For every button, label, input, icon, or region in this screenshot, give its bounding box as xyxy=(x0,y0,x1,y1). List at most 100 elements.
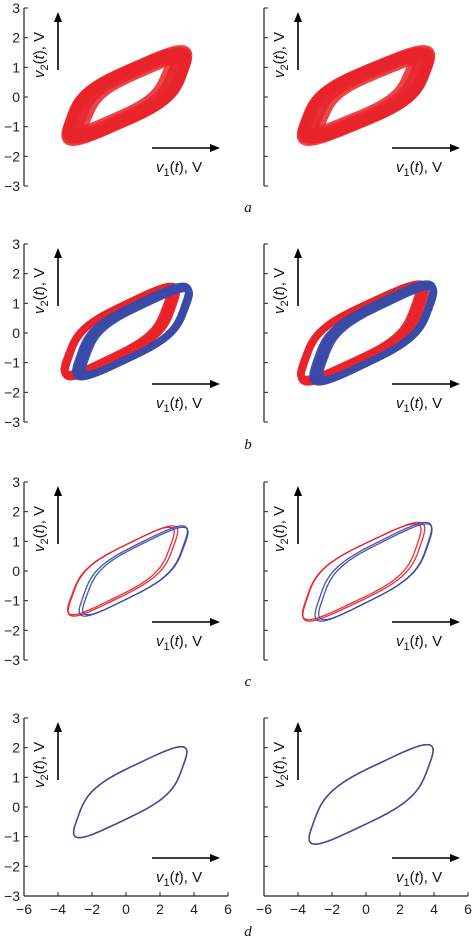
y-tick-label-d-left: 1 xyxy=(12,769,20,785)
trajectory-blue-d-right-0 xyxy=(308,743,434,845)
series-red-a-right xyxy=(296,45,436,146)
x-arrow-head-d-left xyxy=(210,854,220,862)
y-tick-label-b-left: 1 xyxy=(12,295,20,311)
y-tick-label-d-left: 3 xyxy=(12,710,20,726)
y-tick-label-c-left: −3 xyxy=(4,652,20,668)
y-tick-label-d-left: −2 xyxy=(4,858,20,874)
x-tick-label-d-right: 0 xyxy=(362,901,370,917)
y-tick-label-c-left: −2 xyxy=(4,622,20,638)
y-tick-label-c-left: −1 xyxy=(4,593,20,609)
trajectory-blue-c-right-1 xyxy=(318,523,433,621)
x-axis-label-c-right: v1(t), V xyxy=(396,633,442,653)
y-tick-label-b-left: 3 xyxy=(12,236,20,252)
x-arrow-head-a-right xyxy=(450,144,460,152)
y-axis-label-a-left: v2(t), V xyxy=(31,32,51,78)
y-axis-label-d-right: v2(t), V xyxy=(271,742,291,788)
chart-panel-c-right: v2(t), V v1(t), V xyxy=(263,481,460,661)
series-red-d-right xyxy=(308,743,434,845)
x-axis-label-a-right: v1(t), V xyxy=(396,159,442,179)
chart-panel-d-right: −6 −4 −2 0 2 4 6 v2(t), V v1(t), V xyxy=(256,717,472,917)
x-tick-label-d-right: −6 xyxy=(256,901,272,917)
trajectory-blue-b-right-4 xyxy=(316,283,438,383)
y-tick-label-a-left: 2 xyxy=(12,30,20,46)
y-axis-label-a-right: v2(t), V xyxy=(271,32,291,78)
y-arrow-head-d-right xyxy=(294,722,302,732)
trajectory-blue-d-left-0 xyxy=(72,745,188,839)
x-axis-label-b-right: v1(t), V xyxy=(396,395,442,415)
x-tick-label-d-right: −4 xyxy=(290,901,306,917)
series-blue-d-left xyxy=(72,745,188,839)
y-arrow-head-d-left xyxy=(54,722,62,732)
y-tick-label-a-left: −3 xyxy=(4,178,20,194)
y-tick-label-d-left: −3 xyxy=(4,888,20,904)
series-red-b-left xyxy=(60,282,181,381)
x-axis-label-d-left: v1(t), V xyxy=(156,869,202,889)
series-blue-d-right xyxy=(308,743,434,845)
y-tick-label-c-left: 2 xyxy=(12,504,20,520)
y-axis-label-c-left: v2(t), V xyxy=(31,506,51,552)
y-tick-label-b-left: −3 xyxy=(4,414,20,430)
chart-panel-b-right: v2(t), V v1(t), V xyxy=(263,243,460,423)
y-axis-label-d-left: v2(t), V xyxy=(31,742,51,788)
y-tick-label-b-left: 2 xyxy=(12,266,20,282)
x-arrow-head-a-left xyxy=(210,144,220,152)
y-tick-label-a-left: 0 xyxy=(12,89,20,105)
chart-panel-a-left: 3 2 1 0 −1 −2 −3 v2(t), V v1(t), V xyxy=(4,0,220,194)
x-tick-label-d-right: 4 xyxy=(430,901,438,917)
panel-letter-a: a xyxy=(244,200,252,216)
x-tick-label-d-left: 0 xyxy=(122,901,130,917)
y-tick-label-c-left: 3 xyxy=(12,474,20,490)
y-axis-label-b-left: v2(t), V xyxy=(31,268,51,314)
x-arrow-head-b-left xyxy=(210,380,220,388)
x-tick-label-d-left: 4 xyxy=(190,901,198,917)
series-blue-c-left xyxy=(78,525,189,617)
y-tick-label-a-left: 1 xyxy=(12,59,20,75)
trajectory-red-a-right-6 xyxy=(314,53,433,138)
x-axis-label-a-left: v1(t), V xyxy=(156,159,202,179)
trajectory-red-b-left-4 xyxy=(60,285,174,378)
x-arrow-head-d-right xyxy=(450,854,460,862)
trajectory-red-d-right-0 xyxy=(308,743,434,845)
x-axis-label-c-left: v1(t), V xyxy=(156,633,202,653)
series-blue-b-left xyxy=(72,282,193,381)
y-tick-label-d-left: −1 xyxy=(4,829,20,845)
y-arrow-head-c-left xyxy=(54,486,62,496)
y-tick-label-a-left: −1 xyxy=(4,119,20,135)
y-tick-label-b-left: −1 xyxy=(4,355,20,371)
x-tick-label-d-left: −6 xyxy=(16,901,32,917)
trajectory-red-c-left-1 xyxy=(66,526,175,616)
y-axis-label-c-right: v2(t), V xyxy=(271,506,291,552)
series-blue-b-right xyxy=(309,280,438,386)
x-tick-label-d-left: −4 xyxy=(50,901,66,917)
series-red-c-right xyxy=(301,521,426,622)
panel-letter-d: d xyxy=(244,924,252,940)
panel-letter-b: b xyxy=(244,437,252,453)
x-tick-label-d-right: 2 xyxy=(396,901,404,917)
x-arrow-head-c-left xyxy=(210,618,220,626)
y-arrow-head-c-right xyxy=(294,486,302,496)
y-tick-label-a-left: −2 xyxy=(4,148,20,164)
x-arrow-head-b-right xyxy=(450,380,460,388)
trajectory-red-a-left-6 xyxy=(78,53,190,138)
y-arrow-head-a-left xyxy=(54,12,62,22)
y-tick-label-d-left: 2 xyxy=(12,740,20,756)
chart-panel-a-right: v2(t), V v1(t), V xyxy=(263,7,460,187)
trajectory-red-c-left-0 xyxy=(67,525,179,617)
y-tick-label-c-left: 1 xyxy=(12,533,20,549)
x-tick-label-d-right: 6 xyxy=(464,901,472,917)
trajectory-red-c-right-1 xyxy=(301,523,422,621)
y-tick-label-d-left: 0 xyxy=(12,799,20,815)
chart-panel-d-left: 3 2 1 0 −1 −2 −3−6 −4 −2 0 2 4 6 v2(t), V v1(t), V xyxy=(4,710,232,917)
y-tick-label-b-left: −2 xyxy=(4,384,20,400)
y-tick-label-a-left: 3 xyxy=(12,0,20,16)
y-tick-label-b-left: 0 xyxy=(12,325,20,341)
y-tick-label-c-left: 0 xyxy=(12,563,20,579)
x-tick-label-d-right: −2 xyxy=(324,901,340,917)
x-arrow-head-c-right xyxy=(450,618,460,626)
x-tick-label-d-left: 2 xyxy=(156,901,164,917)
trajectory-blue-b-left-4 xyxy=(79,285,193,378)
y-arrow-head-a-right xyxy=(294,12,302,22)
panel-letter-c: c xyxy=(245,674,252,690)
x-axis-label-b-left: v1(t), V xyxy=(156,395,202,415)
